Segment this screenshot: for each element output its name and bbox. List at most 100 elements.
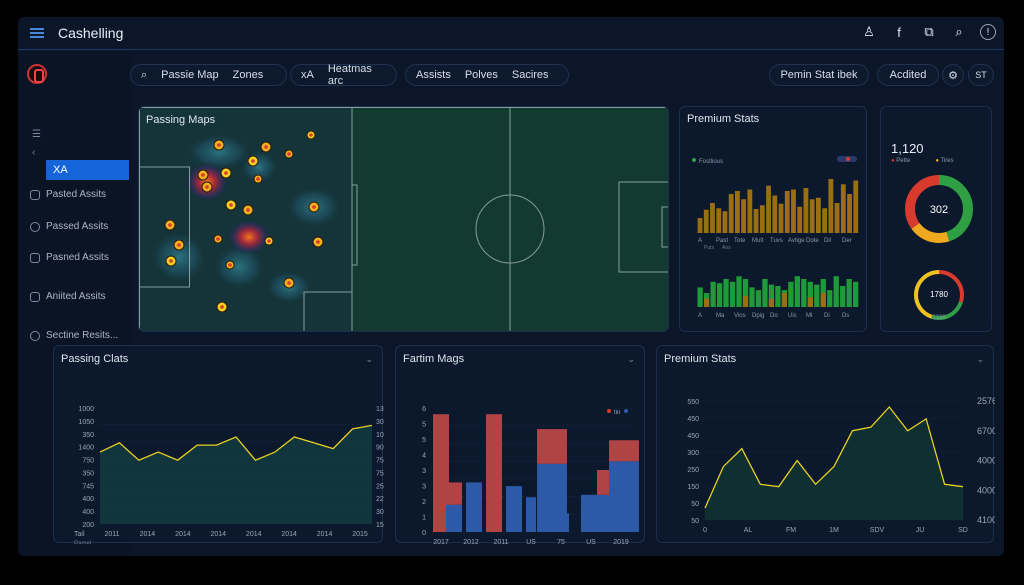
pass-marker[interactable] bbox=[308, 201, 320, 213]
premium-bar[interactable] bbox=[697, 218, 703, 233]
premium-bar-green[interactable] bbox=[840, 286, 846, 307]
premium-bar[interactable] bbox=[759, 205, 765, 233]
tab-heatmas-arc[interactable]: Heatmas arc bbox=[327, 63, 372, 87]
premium-bar[interactable] bbox=[847, 194, 852, 233]
bar-red[interactable] bbox=[609, 440, 639, 462]
pass-marker[interactable] bbox=[197, 169, 209, 181]
gear-icon[interactable]: ⚙ bbox=[942, 64, 964, 86]
bar-blue[interactable] bbox=[609, 461, 639, 532]
addited-button[interactable]: Acdited bbox=[877, 64, 939, 86]
premium-bar[interactable] bbox=[766, 185, 771, 233]
premium-bar[interactable] bbox=[815, 197, 821, 233]
line-chart-1[interactable]: 1000 1050 350 1400 750 350 745 400 400 200 1300 300… bbox=[54, 346, 384, 544]
premium-bar-green[interactable] bbox=[742, 279, 749, 307]
premium-bar[interactable] bbox=[741, 199, 747, 233]
pass-marker[interactable] bbox=[201, 181, 213, 193]
premium-bar[interactable] bbox=[728, 194, 734, 233]
premium-bar-orange[interactable] bbox=[742, 295, 749, 307]
line-series[interactable] bbox=[99, 424, 373, 461]
pass-marker[interactable] bbox=[260, 141, 272, 153]
bar-red[interactable] bbox=[446, 482, 462, 505]
bar-blue[interactable] bbox=[559, 513, 569, 532]
donut-segment[interactable] bbox=[905, 175, 973, 243]
tab-polves[interactable]: Polves bbox=[464, 69, 498, 81]
premium-bar-green[interactable] bbox=[801, 279, 807, 307]
search-icon[interactable]: ⌕ bbox=[141, 68, 148, 81]
premium-bar[interactable] bbox=[722, 211, 728, 233]
pass-marker[interactable] bbox=[173, 239, 185, 251]
pass-marker[interactable] bbox=[164, 219, 176, 231]
donut-charts[interactable]: 302 1780 2330 bbox=[881, 107, 993, 333]
premium-bar-green[interactable] bbox=[775, 286, 781, 307]
st-button[interactable]: ST bbox=[968, 64, 994, 86]
premium-bar[interactable] bbox=[822, 208, 828, 233]
premium-bar-green[interactable] bbox=[736, 276, 742, 307]
bar-red[interactable] bbox=[597, 470, 611, 495]
pass-marker[interactable] bbox=[165, 255, 177, 267]
pass-marker[interactable] bbox=[253, 174, 263, 184]
pass-marker[interactable] bbox=[283, 277, 295, 289]
sidebar-item-pasned-assits[interactable]: Pasned Assits bbox=[30, 252, 130, 263]
premium-bar-green[interactable] bbox=[788, 281, 794, 307]
pass-marker[interactable] bbox=[220, 167, 232, 179]
pass-marker[interactable] bbox=[216, 301, 228, 313]
tab-passie-map[interactable]: Passie Map bbox=[161, 69, 219, 81]
premium-bar-green[interactable] bbox=[768, 284, 775, 307]
search-icon[interactable]: ⌕ bbox=[955, 24, 963, 39]
tab-zones[interactable]: Zones bbox=[232, 69, 264, 81]
pass-marker[interactable] bbox=[225, 199, 237, 211]
line-chart-3[interactable]: 550 450 450 300 250 150 50 50 25760 6700 4000 4000 4… bbox=[657, 346, 995, 544]
premium-bar[interactable] bbox=[834, 203, 840, 233]
bar-blue[interactable] bbox=[466, 482, 482, 532]
premium-bar[interactable] bbox=[716, 208, 722, 233]
bar-blue[interactable] bbox=[506, 486, 522, 532]
facebook-icon[interactable]: f bbox=[897, 24, 901, 40]
premium-bar[interactable] bbox=[853, 180, 859, 234]
football-pitch[interactable] bbox=[139, 107, 669, 332]
premium-bar-orange[interactable] bbox=[781, 293, 788, 307]
premium-bar-orange[interactable] bbox=[820, 293, 826, 307]
pass-marker[interactable] bbox=[247, 155, 259, 167]
tab-sacires[interactable]: Sacires bbox=[511, 69, 549, 81]
premium-bar-green[interactable] bbox=[723, 279, 729, 307]
premium-bar[interactable] bbox=[828, 179, 834, 233]
donut-segment[interactable] bbox=[905, 175, 973, 243]
chevron-down-icon[interactable]: ⌄ bbox=[365, 354, 373, 364]
premium-bar[interactable] bbox=[797, 206, 803, 233]
chevron-down-icon[interactable]: ⌄ bbox=[976, 354, 984, 364]
line-series[interactable] bbox=[704, 405, 964, 509]
pass-marker[interactable] bbox=[264, 236, 274, 246]
pass-marker[interactable] bbox=[312, 236, 324, 248]
pass-marker[interactable] bbox=[284, 149, 294, 159]
bar-blue[interactable] bbox=[581, 494, 597, 532]
premium-bar-green[interactable] bbox=[755, 290, 762, 307]
pass-marker[interactable] bbox=[225, 260, 235, 270]
tab-assists[interactable]: Assists bbox=[416, 69, 451, 81]
chevron-down-icon[interactable]: ⌄ bbox=[627, 354, 635, 364]
premium-bar-green[interactable] bbox=[729, 281, 736, 307]
bar-red[interactable] bbox=[433, 414, 449, 532]
premium-bar-green[interactable] bbox=[697, 287, 703, 307]
premium-bar[interactable] bbox=[772, 195, 778, 234]
premium-bar-green[interactable] bbox=[716, 283, 723, 307]
premium-bar[interactable] bbox=[734, 191, 740, 233]
premium-bar[interactable] bbox=[791, 189, 796, 234]
premium-bar-orange[interactable] bbox=[807, 297, 813, 307]
pass-marker[interactable] bbox=[306, 130, 316, 140]
premium-bar[interactable] bbox=[803, 188, 809, 233]
premium-bar[interactable] bbox=[753, 209, 759, 233]
bar-red[interactable] bbox=[537, 429, 567, 464]
sidebar-item-aniited-assits[interactable]: Aniited Assits bbox=[30, 291, 130, 302]
bar-blue[interactable] bbox=[526, 497, 536, 532]
chevron-left-icon[interactable]: ‹ bbox=[32, 147, 36, 158]
share-icon[interactable]: ⧉ bbox=[924, 24, 934, 39]
premium-stats-chart[interactable]: Fostlious A Past Tote Mult Tuvs Avtige Dote Dil… bbox=[680, 107, 868, 333]
pass-marker[interactable] bbox=[213, 234, 223, 244]
info-icon[interactable]: ! bbox=[980, 24, 996, 40]
pass-marker[interactable] bbox=[213, 139, 225, 151]
premium-bar-green[interactable] bbox=[846, 279, 852, 307]
premium-bar[interactable] bbox=[784, 191, 790, 233]
premium-stat-button[interactable]: Pemin Stat ibek bbox=[769, 64, 869, 86]
premium-bar-orange[interactable] bbox=[768, 298, 775, 307]
premium-bar-green[interactable] bbox=[710, 281, 716, 307]
